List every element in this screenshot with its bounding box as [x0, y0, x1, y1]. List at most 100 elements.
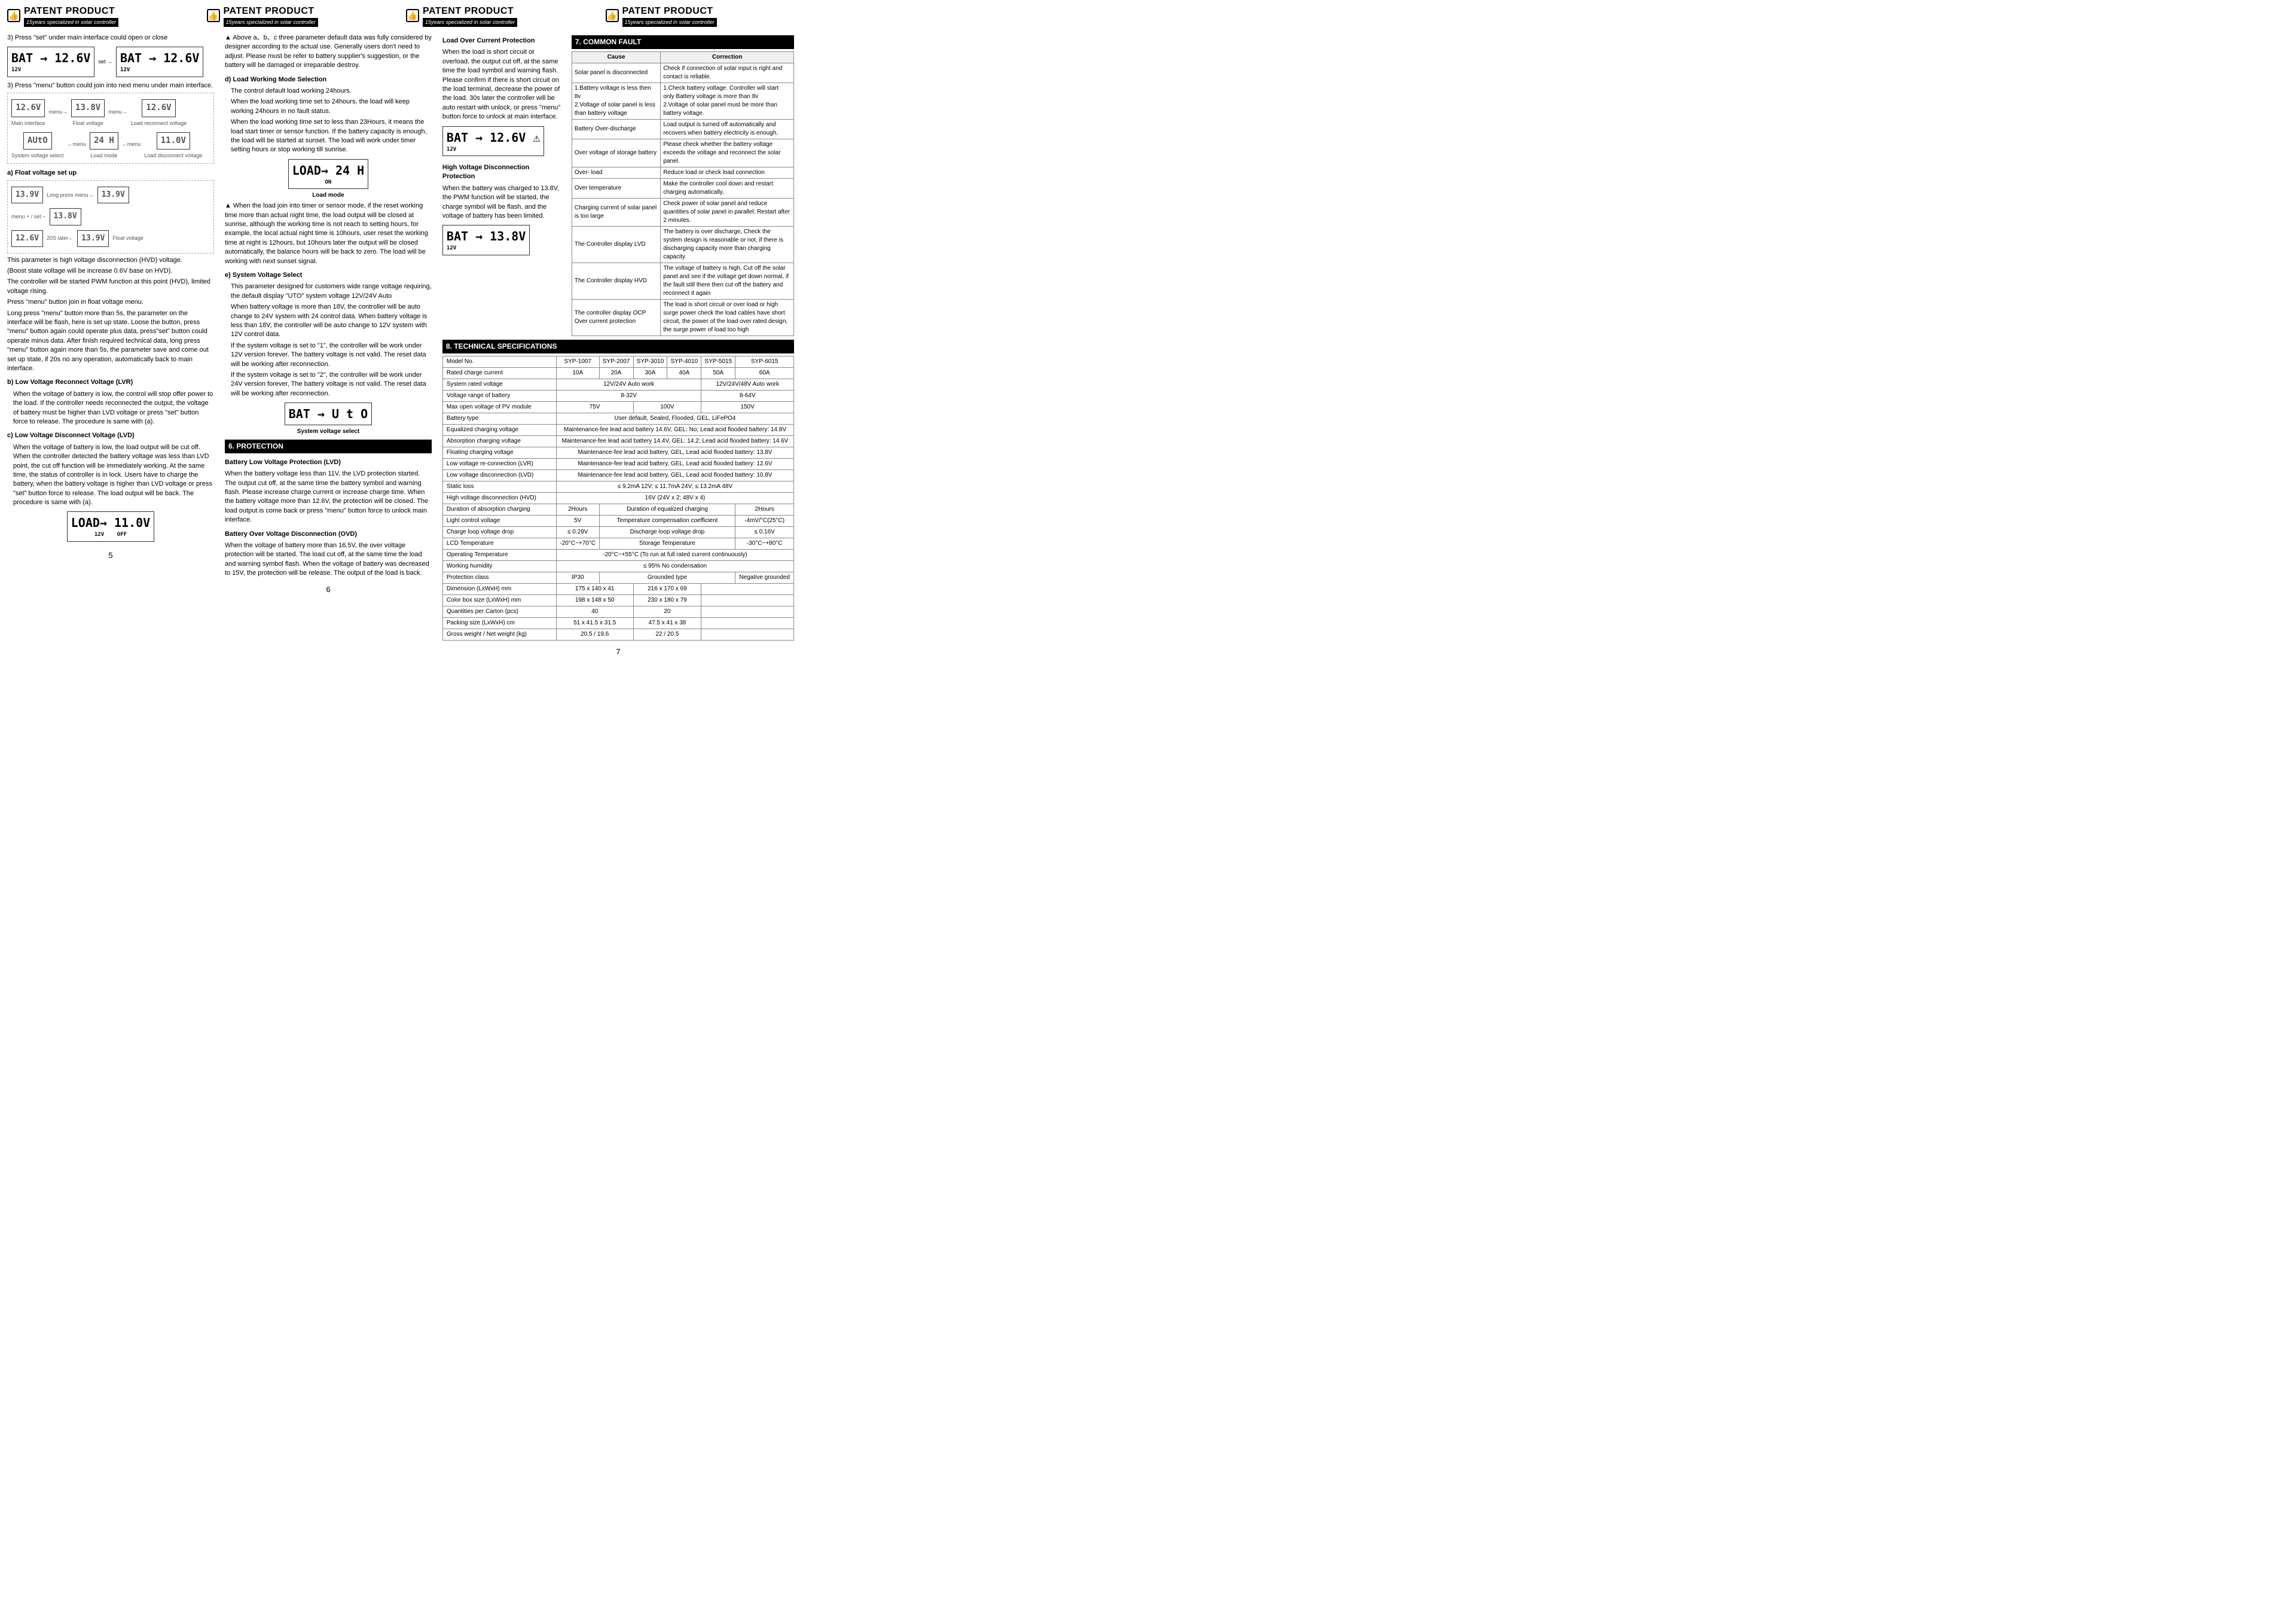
fault-row: Over temperatureMake the controller cool… — [572, 178, 793, 198]
spec-cell — [701, 606, 794, 617]
brand-sub: 15years specialized in solar controller — [423, 18, 517, 27]
hvd-title: High Voltage Disconnection Protection — [442, 163, 562, 182]
spec-cell: ≤ 9.2mA 12V; ≤ 11.7mA 24V; ≤ 13.2mA 48V — [556, 481, 793, 492]
section-7-title: 7. COMMON FAULT — [572, 35, 794, 49]
lcd-loadmode: LOAD→ 24 HON — [288, 159, 368, 190]
fault-cell: The Controller display LVD — [572, 226, 660, 263]
spec-cell: 198 x 148 x 50 — [556, 594, 633, 606]
spec-row: Low voltage re-connection (LVR)Maintenan… — [442, 458, 793, 469]
spec-label: Working humidity — [442, 560, 556, 572]
spec-label: Dimension (LxWxH) mm — [442, 583, 556, 594]
spec-cell: Temperature compensation coefficient — [599, 515, 735, 526]
spec-row: Working humidity≤ 95% No condensation — [442, 560, 793, 572]
brand-title: PATENT PRODUCT — [24, 5, 118, 18]
fault-cell: Charging current of solar panel is too l… — [572, 198, 660, 226]
spec-cell: -4mV/°C(25°C) — [735, 515, 794, 526]
diag-label: Load reconnect voltage — [131, 120, 187, 127]
p5-line1: 3) Press "set" under main interface coul… — [7, 33, 214, 42]
fault-cell: Load output is turned off automatically … — [661, 119, 794, 139]
page-number: 6 — [225, 584, 432, 595]
spec-cell — [701, 617, 794, 629]
spec-cell: Discharge loop voltage drop — [599, 526, 735, 538]
e1: This parameter designed for customers wi… — [225, 282, 432, 301]
d-title: d) Load Working Mode Selection — [225, 75, 432, 84]
fault-table: Cause Correction Solar panel is disconne… — [572, 51, 794, 336]
e3: If the system voltage is set to "1", the… — [225, 341, 432, 369]
lcd-main-126b: BAT → 12.6V12V — [116, 47, 203, 77]
loc-body: When the load is short circuit or overlo… — [442, 48, 562, 121]
spec-cell: SYP-1007 — [556, 356, 599, 367]
p6-top-note: ▲ Above a、b、c three parameter default da… — [225, 33, 432, 71]
fault-cell: Over voltage of storage battery — [572, 139, 660, 167]
spec-table: Model No.SYP-1007SYP-2007SYP-3010SYP-401… — [442, 356, 794, 641]
a-body: This parameter is high voltage disconnec… — [7, 256, 214, 265]
e2: When battery voltage is more than 18V, t… — [225, 303, 432, 340]
spec-row: High voltage disconnection (HVD)16V (24V… — [442, 492, 793, 504]
spec-cell: Duration of equalized charging — [599, 504, 735, 515]
lcd-val: 24 H — [335, 163, 364, 178]
fault-row: Over- loadReduce load or check load conn… — [572, 167, 793, 178]
diag-label: Load disconnect voltage — [144, 152, 202, 160]
spec-row: Static loss≤ 9.2mA 12V; ≤ 11.7mA 24V; ≤ … — [442, 481, 793, 492]
diag-label: Load mode — [90, 152, 118, 160]
page-7: Load Over Current Protection When the lo… — [442, 32, 794, 657]
brand-title: PATENT PRODUCT — [224, 5, 318, 18]
spec-row: Gross weight / Net weight (kg)20.5 / 19.… — [442, 629, 793, 640]
menu-flow-diagram: 12.6V Main interface menu→ 13.8V Float v… — [7, 93, 214, 163]
spec-row: Operating Temperature-20°C~+55°C (To run… — [442, 549, 793, 560]
uto-caption: System voltage select — [225, 428, 432, 436]
header-row: 👍 PATENT PRODUCT 15years specialized in … — [7, 5, 794, 27]
spec-cell: Maintenance-fee lead acid battery 14.4V,… — [556, 435, 793, 447]
a-body: Long press "menu" button more than 5s, t… — [7, 309, 214, 374]
lcd-uto: BAT → U t O — [285, 403, 372, 425]
brand-sub: 15years specialized in solar controller — [24, 18, 118, 27]
fault-cell: 1.Battery voltage is less then 8v 2.Volt… — [572, 83, 660, 119]
e-title: e) System Voltage Select — [225, 271, 432, 280]
page-number: 7 — [442, 647, 794, 657]
spec-cell: 30A — [633, 367, 667, 379]
thumb-icon: 👍 — [207, 9, 220, 22]
spec-cell: ≤ 0.16V — [735, 526, 794, 538]
fault-cell: Check power of solar panel and reduce qu… — [661, 198, 794, 226]
spec-cell: Maintenance-fee lead acid battery 14.6V,… — [556, 424, 793, 435]
spec-cell: 5V — [556, 515, 599, 526]
spec-cell: ≤ 0.29V — [556, 526, 599, 538]
spec-cell: 230 x 180 x 79 — [633, 594, 701, 606]
fault-cell: Battery Over-discharge — [572, 119, 660, 139]
spec-cell: 10A — [556, 367, 599, 379]
spec-row: Color box size (LxWxH) mm198 x 148 x 502… — [442, 594, 793, 606]
page-6: ▲ Above a、b、c three parameter default da… — [225, 32, 432, 657]
spec-cell: 8-64V — [701, 390, 794, 401]
spec-cell: SYP-4010 — [667, 356, 701, 367]
spec-cell — [701, 583, 794, 594]
spec-cell: 100V — [633, 401, 701, 413]
spec-label: High voltage disconnection (HVD) — [442, 492, 556, 504]
lcd-138: BAT → 13.8V12V — [442, 225, 530, 255]
spec-row: LCD Temperature-20°C~+70°CStorage Temper… — [442, 538, 793, 549]
d1: The control default load working 24hours… — [225, 87, 432, 96]
spec-label: Low voltage disconnection (LVD) — [442, 469, 556, 481]
section-6-title: 6. PROTECTION — [225, 440, 432, 453]
spec-label: Absorption charging voltage — [442, 435, 556, 447]
section-8-title: 8. TECHNICAL SPECIFICATIONS — [442, 340, 794, 353]
spec-cell: 60A — [735, 367, 794, 379]
lcd-110: LOAD→ 11.0V12V OFF — [67, 511, 154, 542]
spec-cell: 12V/24V Auto work — [556, 379, 701, 390]
lcd-val: 13.8V — [490, 229, 526, 243]
spec-cell: -20°C~+70°C — [556, 538, 599, 549]
spec-row: Duration of absorption charging2HoursDur… — [442, 504, 793, 515]
spec-cell: ≤ 95% No condensation — [556, 560, 793, 572]
brand-title: PATENT PRODUCT — [622, 5, 717, 18]
d3: When the load working time set to less t… — [225, 118, 432, 155]
diag-label: Float voltage — [71, 120, 105, 127]
spec-cell: 20A — [599, 367, 633, 379]
b-body: When the voltage of battery is low, the … — [7, 390, 214, 427]
lcd-val: 11.0V — [114, 516, 150, 530]
spec-label: Low voltage re-connection (LVR) — [442, 458, 556, 469]
fault-row: Charging current of solar panel is too l… — [572, 198, 793, 226]
d-note: ▲ When the load join into timer or senso… — [225, 202, 432, 266]
spec-row: Packing size (LxWxH) cm51 x 41.5 x 31.54… — [442, 617, 793, 629]
fault-cell: The voltage of battery is high, Cut off … — [661, 263, 794, 299]
spec-cell: Maintenance-fee lead acid battery, GEL, … — [556, 447, 793, 458]
diag-label: Main interface — [11, 120, 45, 127]
